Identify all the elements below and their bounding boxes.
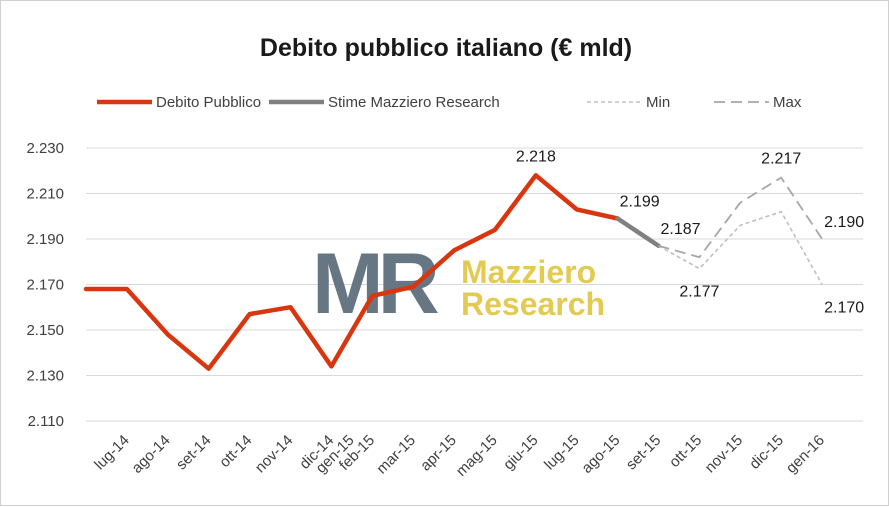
chart-title: Debito pubblico italiano (€ mld) — [260, 34, 632, 62]
x-tick-label: lug-14 — [91, 432, 133, 474]
watermark-line-2: Research — [461, 286, 605, 322]
legend-label: Stime Mazziero Research — [328, 94, 500, 111]
chart-legend: Debito Pubblico Stime Mazziero Research Mi… — [97, 94, 802, 111]
x-tick-label: ago-15 — [578, 432, 623, 477]
x-tick-label: ott-15 — [666, 432, 705, 471]
y-tick-label: 2.150 — [26, 322, 64, 339]
x-tick-label: nov-14 — [252, 432, 296, 476]
x-tick-label: mar-15 — [373, 432, 419, 478]
x-tick-label: gen-16 — [783, 432, 828, 477]
watermark-line-1: Mazziero — [461, 254, 596, 290]
series-line-debito-pubblico — [83, 173, 620, 371]
y-tick-label: 2.130 — [26, 368, 64, 385]
y-tick-label: 2.110 — [28, 413, 64, 430]
watermark-logo-mark: MR — [312, 236, 439, 332]
x-tick-label: set-15 — [623, 432, 665, 474]
data-label: 2.199 — [620, 194, 660, 211]
x-tick-label: set-14 — [173, 432, 215, 474]
data-label: 2.177 — [679, 284, 719, 301]
data-label: 2.190 — [824, 214, 864, 231]
x-tick-label: dic-15 — [746, 432, 787, 473]
x-tick-label: ago-14 — [129, 432, 174, 477]
mazziero-research-watermark: MR Mazziero Research — [312, 236, 605, 332]
data-label: 2.218 — [516, 148, 556, 165]
series-line-min — [658, 210, 823, 285]
chart-series — [83, 173, 823, 371]
gridlines — [86, 147, 863, 422]
x-tick-label: nov-15 — [702, 432, 746, 476]
x-tick-label: giu-15 — [500, 432, 542, 474]
series-line-stime-mazziero-research — [615, 216, 661, 249]
x-tick-label: ott-14 — [216, 432, 255, 471]
legend-label: Debito Pubblico — [156, 94, 261, 111]
y-tick-label: 2.230 — [26, 140, 64, 157]
data-label: 2.170 — [824, 300, 864, 317]
legend-label: Max — [773, 94, 802, 111]
series-line-max — [658, 176, 823, 259]
x-tick-label: lug-15 — [541, 432, 583, 474]
y-tick-label: 2.170 — [26, 277, 64, 294]
x-tick-label: mag-15 — [453, 432, 501, 480]
legend-label: Min — [646, 94, 670, 111]
data-label: 2.217 — [761, 151, 801, 168]
data-label: 2.187 — [661, 221, 701, 238]
y-tick-label: 2.210 — [26, 186, 64, 203]
y-tick-label: 2.190 — [26, 231, 64, 248]
y-axis: 2.110 2.130 2.150 2.170 2.190 2.210 2.230 — [26, 140, 64, 430]
